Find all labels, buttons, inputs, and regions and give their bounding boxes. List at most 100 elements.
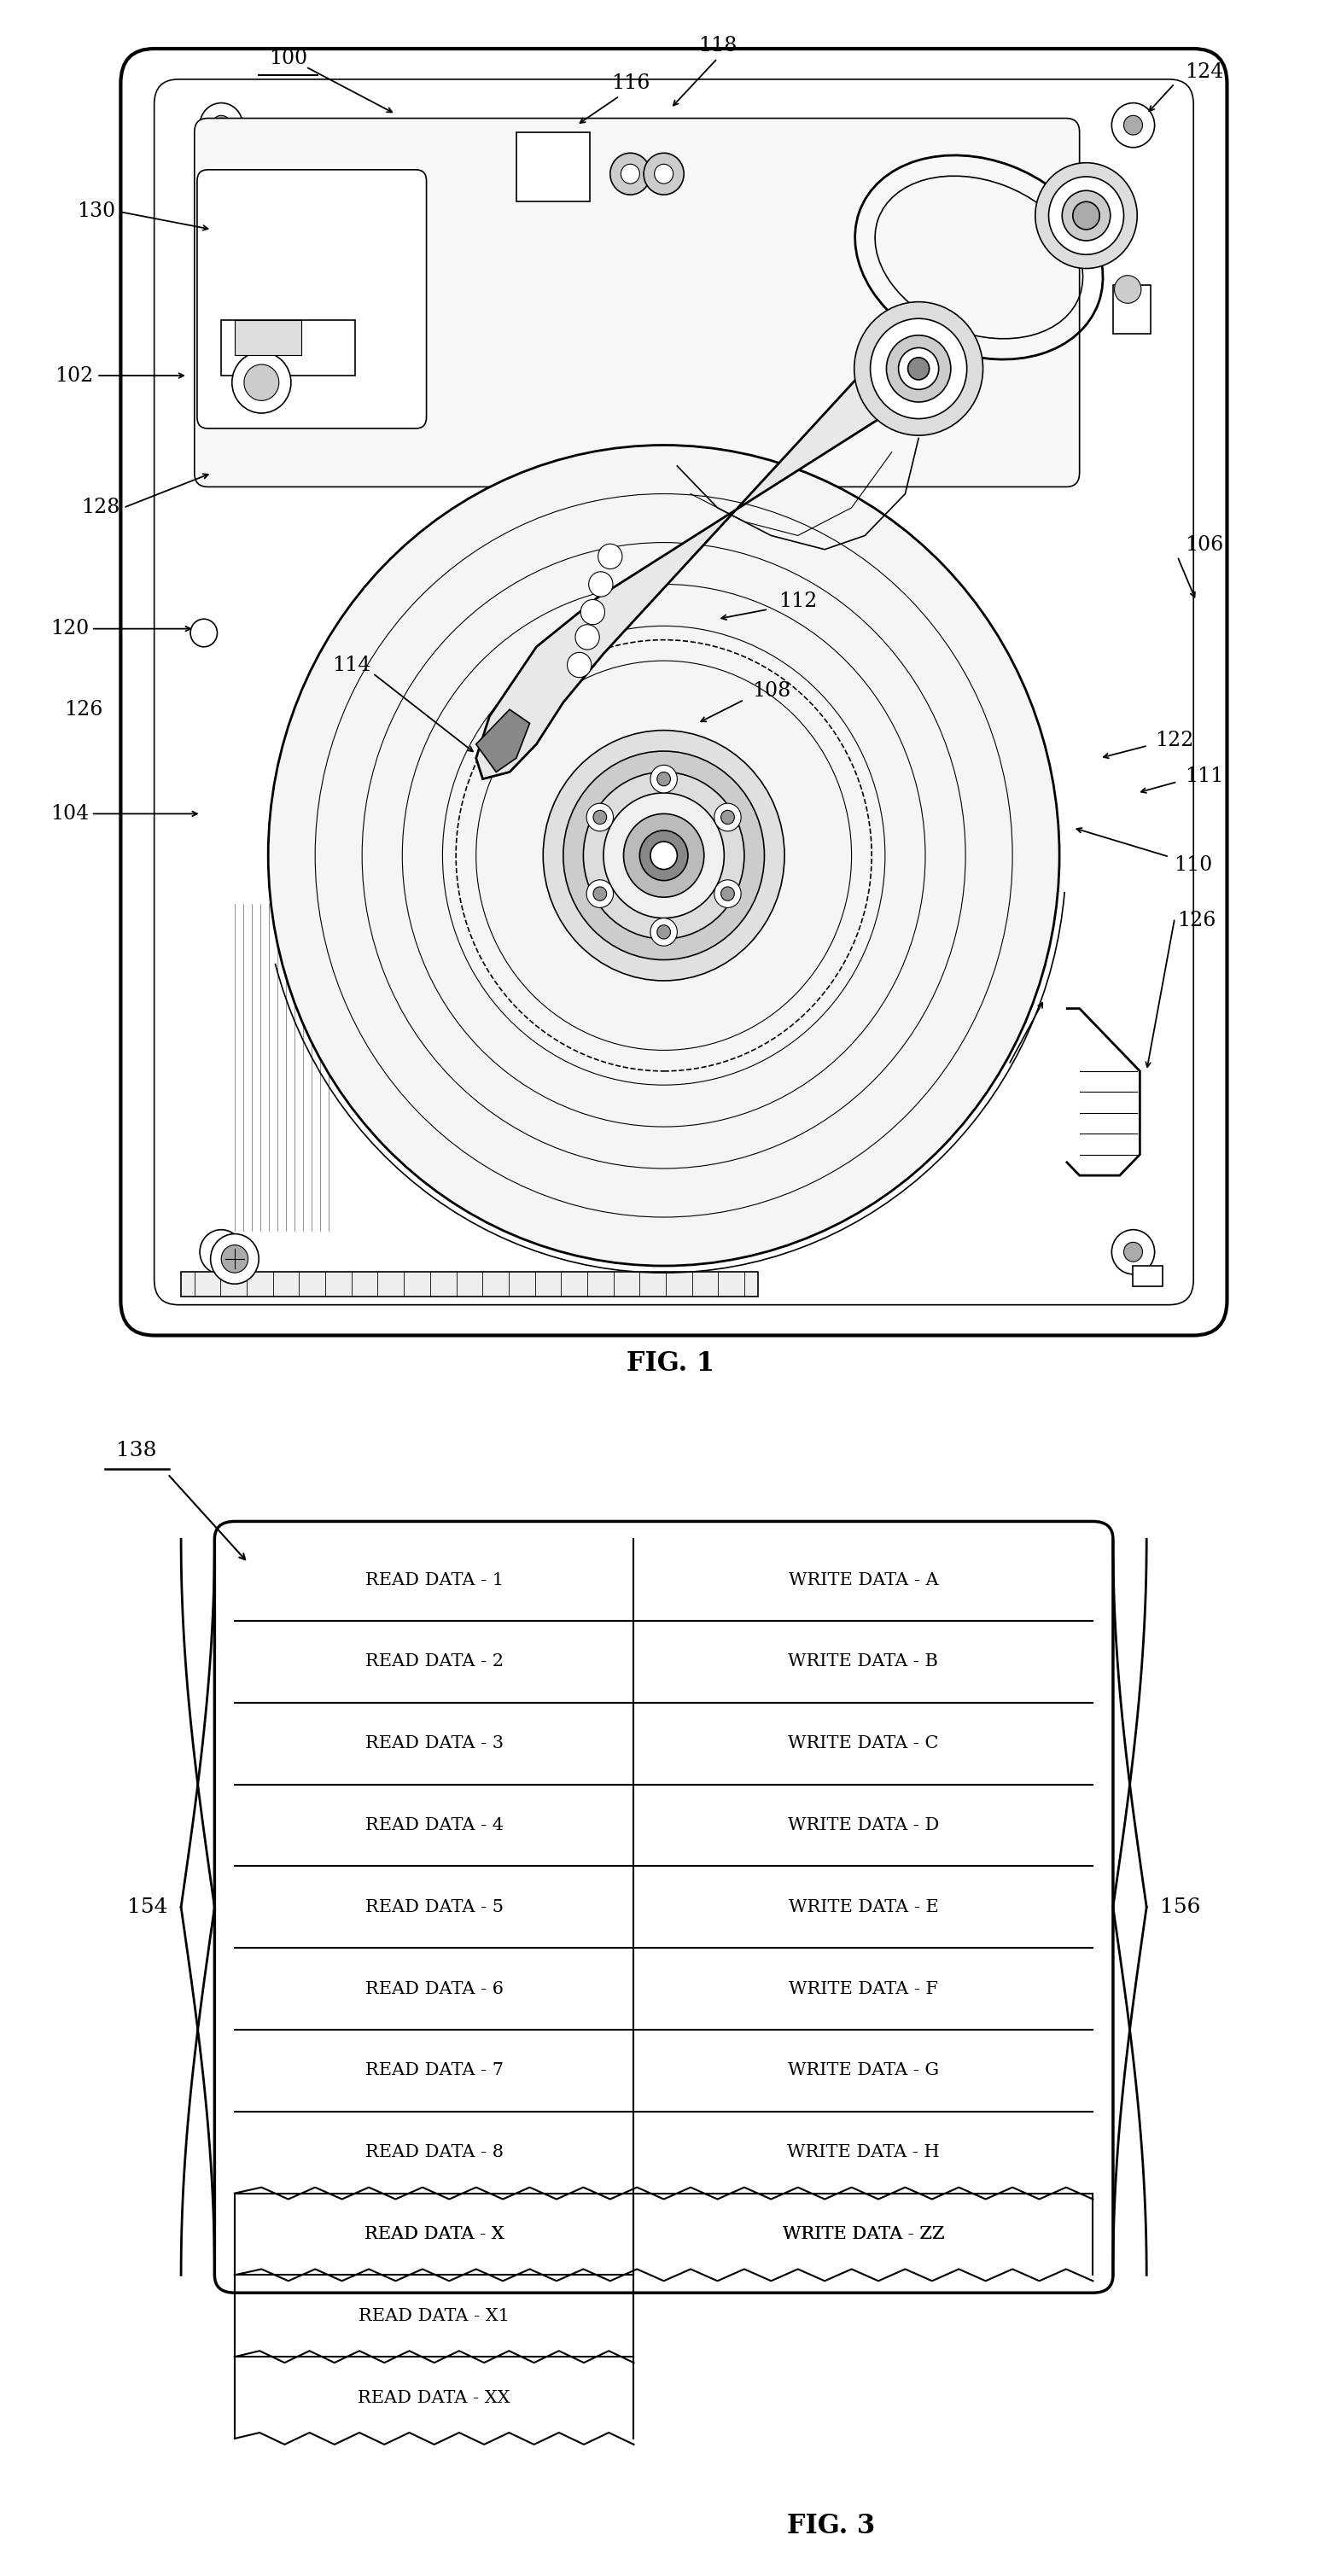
Circle shape bbox=[1073, 201, 1100, 229]
Circle shape bbox=[908, 358, 929, 379]
Text: 128: 128 bbox=[82, 497, 119, 518]
Text: READ DATA - 6: READ DATA - 6 bbox=[365, 1981, 503, 1996]
Circle shape bbox=[598, 544, 622, 569]
Circle shape bbox=[657, 925, 670, 940]
Text: READ DATA - 3: READ DATA - 3 bbox=[365, 1736, 503, 1752]
Circle shape bbox=[593, 886, 606, 902]
FancyBboxPatch shape bbox=[194, 118, 1080, 487]
Circle shape bbox=[624, 814, 704, 896]
Circle shape bbox=[1035, 162, 1137, 268]
Circle shape bbox=[1124, 1242, 1143, 1262]
Text: 111: 111 bbox=[1185, 768, 1223, 786]
Text: READ DATA - 1: READ DATA - 1 bbox=[365, 1571, 503, 1589]
Bar bbox=[516, 131, 590, 201]
Text: WRITE DATA - B: WRITE DATA - B bbox=[789, 1654, 939, 1669]
Text: READ DATA - 7: READ DATA - 7 bbox=[365, 2063, 503, 2079]
Text: 106: 106 bbox=[1185, 536, 1223, 554]
Circle shape bbox=[870, 319, 967, 420]
Circle shape bbox=[212, 1242, 231, 1262]
Text: READ DATA - 5: READ DATA - 5 bbox=[365, 1899, 503, 1914]
Circle shape bbox=[1112, 1229, 1155, 1275]
Circle shape bbox=[1049, 178, 1124, 255]
Circle shape bbox=[581, 600, 605, 623]
Circle shape bbox=[854, 301, 983, 435]
Text: READ DATA - 8: READ DATA - 8 bbox=[365, 2143, 503, 2161]
Text: 108: 108 bbox=[752, 683, 790, 701]
Circle shape bbox=[603, 793, 724, 917]
Text: 104: 104 bbox=[51, 804, 89, 824]
Text: READ DATA - 4: READ DATA - 4 bbox=[365, 1816, 503, 1834]
Text: WRITE DATA - F: WRITE DATA - F bbox=[789, 1981, 937, 1996]
Circle shape bbox=[715, 804, 742, 832]
Text: 102: 102 bbox=[55, 366, 93, 386]
Circle shape bbox=[650, 765, 677, 793]
Circle shape bbox=[621, 165, 640, 183]
Text: 130: 130 bbox=[78, 201, 115, 222]
Circle shape bbox=[650, 917, 677, 945]
Text: 138: 138 bbox=[117, 1440, 157, 1461]
Circle shape bbox=[190, 618, 217, 647]
Text: READ DATA - 2: READ DATA - 2 bbox=[365, 1654, 503, 1669]
Circle shape bbox=[721, 886, 735, 902]
Text: 100: 100 bbox=[270, 49, 307, 67]
Circle shape bbox=[268, 446, 1059, 1265]
Text: READ DATA - X: READ DATA - X bbox=[365, 2226, 504, 2241]
Circle shape bbox=[654, 165, 673, 183]
Text: READ DATA - X: READ DATA - X bbox=[365, 2226, 504, 2241]
Text: 112: 112 bbox=[779, 590, 817, 611]
Text: FIG. 1: FIG. 1 bbox=[626, 1350, 715, 1376]
Polygon shape bbox=[476, 708, 530, 773]
Circle shape bbox=[567, 652, 591, 677]
Circle shape bbox=[1114, 276, 1141, 304]
Text: 118: 118 bbox=[699, 36, 736, 57]
Bar bbox=[235, 319, 302, 355]
FancyBboxPatch shape bbox=[121, 49, 1227, 1334]
Circle shape bbox=[575, 623, 599, 649]
Text: 114: 114 bbox=[333, 654, 370, 675]
Circle shape bbox=[721, 811, 735, 824]
Circle shape bbox=[211, 1234, 259, 1283]
Text: 126: 126 bbox=[1177, 912, 1215, 930]
Text: WRITE DATA - C: WRITE DATA - C bbox=[789, 1736, 939, 1752]
Circle shape bbox=[543, 732, 784, 981]
Circle shape bbox=[232, 353, 291, 412]
Text: FIG. 3: FIG. 3 bbox=[787, 2514, 876, 2540]
FancyBboxPatch shape bbox=[197, 170, 426, 428]
Text: WRITE DATA - ZZ: WRITE DATA - ZZ bbox=[782, 2226, 944, 2241]
Text: 122: 122 bbox=[1156, 729, 1193, 750]
Circle shape bbox=[563, 752, 764, 961]
Bar bbox=[221, 319, 355, 376]
Circle shape bbox=[200, 103, 243, 147]
Circle shape bbox=[1112, 103, 1155, 147]
Text: 116: 116 bbox=[611, 75, 649, 93]
Bar bbox=[1113, 286, 1151, 335]
Circle shape bbox=[212, 116, 231, 134]
Text: 110: 110 bbox=[1175, 855, 1212, 876]
Circle shape bbox=[583, 773, 744, 938]
Text: WRITE DATA - D: WRITE DATA - D bbox=[787, 1816, 939, 1834]
Text: 120: 120 bbox=[51, 618, 89, 639]
Circle shape bbox=[650, 842, 677, 868]
Polygon shape bbox=[476, 335, 952, 778]
Circle shape bbox=[586, 881, 613, 907]
Text: 124: 124 bbox=[1185, 62, 1223, 82]
Text: 156: 156 bbox=[1160, 1899, 1200, 1917]
Circle shape bbox=[593, 811, 606, 824]
Text: WRITE DATA - A: WRITE DATA - A bbox=[789, 1571, 939, 1589]
Circle shape bbox=[589, 572, 613, 598]
Text: 126: 126 bbox=[64, 701, 102, 719]
Circle shape bbox=[244, 363, 279, 402]
Circle shape bbox=[221, 1244, 248, 1273]
Circle shape bbox=[644, 152, 684, 196]
Text: 154: 154 bbox=[127, 1899, 168, 1917]
FancyBboxPatch shape bbox=[215, 1522, 1113, 2293]
Text: READ DATA - XX: READ DATA - XX bbox=[358, 2391, 511, 2406]
Bar bbox=[1133, 1265, 1163, 1285]
Circle shape bbox=[1062, 191, 1110, 240]
Bar bbox=[181, 1273, 758, 1296]
Circle shape bbox=[657, 773, 670, 786]
Text: READ DATA - X1: READ DATA - X1 bbox=[358, 2308, 510, 2324]
Circle shape bbox=[886, 335, 951, 402]
Circle shape bbox=[640, 829, 688, 881]
Circle shape bbox=[898, 348, 939, 389]
